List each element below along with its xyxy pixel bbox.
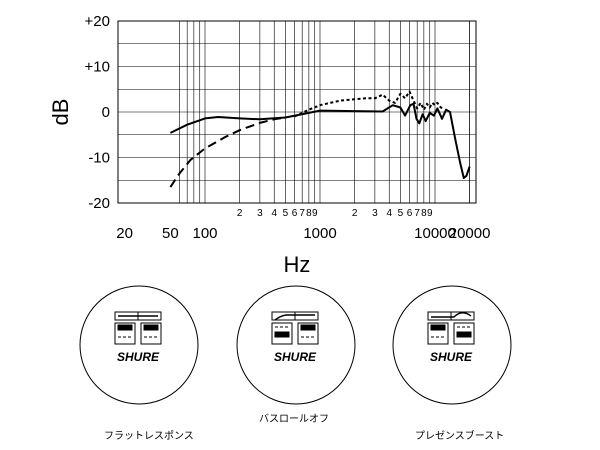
- x-minor-tick-label: 5: [398, 208, 404, 219]
- x-tick-label: 100: [192, 225, 217, 242]
- series-line-solid: [169, 102, 471, 179]
- caption-flat-response: フラットレスポンス: [104, 431, 194, 442]
- dial-circle: [392, 285, 512, 405]
- x-tick-label: 10000: [414, 225, 456, 242]
- switch-graphic: [114, 311, 162, 345]
- switch-dial-flat: SHURE: [79, 285, 199, 405]
- x-tick-label: 50: [162, 225, 179, 242]
- dial-circle: [79, 285, 199, 405]
- y-tick-label: +10: [85, 59, 110, 76]
- series-line-dashed: [169, 116, 286, 188]
- y-tick-label: -20: [88, 195, 110, 212]
- x-axis-label: Hz: [284, 252, 311, 277]
- x-minor-tick-label: 8: [421, 208, 427, 219]
- y-tick-labels: +20 +10 0 -10 -20: [85, 13, 110, 212]
- x-minor-tick-label: 6: [292, 208, 298, 219]
- presence-curve-icon: [431, 312, 472, 318]
- x-minor-tick-label: 7: [414, 208, 420, 219]
- y-tick-label: -10: [88, 150, 110, 167]
- x-minor-tick-label: 2: [352, 208, 358, 219]
- x-minor-tick-label: 8: [306, 208, 312, 219]
- x-minor-tick-label: 4: [271, 208, 277, 219]
- x-tick-label: 1000: [303, 225, 336, 242]
- y-tick-label: 0: [102, 104, 110, 121]
- x-minor-tick-label: 9: [312, 208, 318, 219]
- chart-grid: [118, 21, 476, 203]
- x-minor-tick-label: 3: [372, 208, 378, 219]
- brand-logo: SHURE: [274, 350, 317, 364]
- caption-presence-boost: プレゼンスブースト: [415, 431, 505, 442]
- switch-graphic: [271, 311, 319, 345]
- brand-logo: SHURE: [117, 350, 160, 364]
- y-tick-label: +20: [85, 13, 110, 30]
- x-minor-tick-label: 7: [299, 208, 305, 219]
- x-minor-tick-label: 5: [283, 208, 289, 219]
- x-minor-tick-label: 3: [257, 208, 263, 219]
- rolloff-curve-icon: [274, 314, 315, 321]
- series-line-dotted: [294, 90, 443, 118]
- brand-logo: SHURE: [430, 350, 473, 364]
- plot-frame: [117, 20, 477, 204]
- switch-graphic: [427, 311, 475, 345]
- chart-series: [169, 90, 471, 188]
- x-tick-label: 20: [116, 225, 133, 242]
- x-minor-tick-label: 4: [386, 208, 392, 219]
- x-minor-tick-label: 9: [427, 208, 433, 219]
- switch-dial-bass-rolloff: SHURE: [236, 285, 356, 405]
- x-minor-tick-label: 6: [407, 208, 413, 219]
- caption-bass-rolloff: バスロールオフ: [259, 414, 329, 425]
- switch-dial-presence-boost: SHURE: [392, 285, 512, 405]
- y-axis-label: dB: [48, 99, 73, 126]
- dial-circle: [236, 285, 356, 405]
- x-minor-tick-label: 2: [237, 208, 243, 219]
- x-tick-label: 20000: [449, 225, 491, 242]
